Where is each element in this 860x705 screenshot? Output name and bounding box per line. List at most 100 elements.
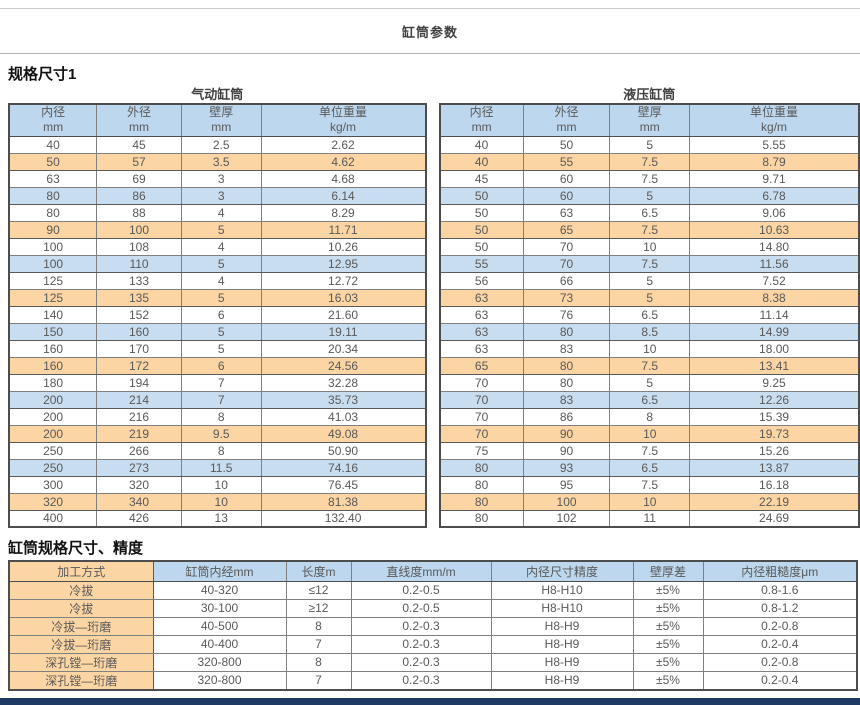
table-cell: 0.2-0.5 — [350, 598, 492, 618]
table-cell: 15.39 — [689, 407, 860, 426]
table-cell: 0.2-0.4 — [702, 634, 858, 654]
table-cell: 32.28 — [260, 373, 427, 392]
table-cell: 5 — [609, 288, 691, 307]
table-cell: 63 — [439, 305, 524, 324]
table-cell: 69 — [96, 169, 182, 188]
table-cell: 8 — [180, 407, 262, 426]
table-cell: 90 — [522, 424, 611, 443]
table-cell: 55 — [522, 152, 611, 171]
precision-table-wrap: 加工方式 缸筒内经mm 长度m 直线度mm/m 内径尺寸精度 壁厚差 内径粗糙度μm 冷拔 40… — [8, 560, 860, 691]
table-cell: 0.8-1.6 — [702, 580, 858, 600]
table-cell: 200 — [8, 424, 98, 443]
table-cell: 0.8-1.2 — [702, 598, 858, 618]
table-cell: 80 — [439, 475, 524, 494]
table-row: 70 80 5 9.25 — [439, 373, 860, 392]
table-row: 56 66 5 7.52 — [439, 271, 860, 290]
table-cell: 50 — [439, 203, 524, 222]
table-row: 40 45 2.5 2.62 — [8, 135, 427, 154]
table-cell: 90 — [522, 441, 611, 460]
table-cell: 70 — [522, 237, 611, 256]
table-cell: 63 — [439, 322, 524, 341]
column-header: 外径 mm — [522, 103, 611, 137]
table-cell: 300 — [8, 475, 98, 494]
table-cell: H8-H10 — [490, 580, 634, 600]
table-cell: 0.2-0.3 — [350, 670, 492, 690]
table-row: 200 219 9.5 49.08 — [8, 424, 427, 443]
table-cell: 7 — [285, 670, 352, 690]
hydraulic-table-caption: 液压缸筒 — [623, 87, 676, 102]
table-cell: 13 — [180, 509, 262, 528]
table-cell: 86 — [522, 407, 611, 426]
table-row: 50 60 5 6.78 — [439, 186, 860, 205]
table-cell: 180 — [8, 373, 98, 392]
table-cell: 63 — [522, 203, 611, 222]
column-header: 缸筒内经mm — [152, 560, 287, 582]
table-cell: 0.2-0.8 — [702, 616, 858, 636]
table-row: 50 70 10 14.80 — [439, 237, 860, 256]
table-cell: 40-400 — [152, 634, 287, 654]
table-cell: ±5% — [632, 616, 704, 636]
table-cell: 8 — [285, 652, 352, 672]
header-row: 加工方式 缸筒内经mm 长度m 直线度mm/m 内径尺寸精度 壁厚差 内径粗糙度μm — [8, 560, 858, 582]
title-divider — [0, 53, 860, 54]
table-cell: 135 — [96, 288, 182, 307]
table-cell: 73 — [522, 288, 611, 307]
table-cell: 12.95 — [260, 254, 427, 273]
table-cell: 6.5 — [609, 458, 691, 477]
table-cell: 4 — [180, 271, 262, 290]
table-cell: 66 — [522, 271, 611, 290]
table-cell: 5 — [180, 339, 262, 358]
table-cell: 5 — [609, 271, 691, 290]
table-row: 50 63 6.5 9.06 — [439, 203, 860, 222]
table-cell: 深孔镗—珩磨 — [8, 652, 154, 672]
table-cell: 426 — [96, 509, 182, 528]
table-cell: 6.14 — [260, 186, 427, 205]
column-header: 壁厚 mm — [609, 103, 691, 137]
table-cell: 160 — [8, 356, 98, 375]
table-cell: 7.5 — [609, 356, 691, 375]
header-row: 内径 mm 外径 mm 壁厚 mm 单位重量 kg/m — [8, 103, 427, 137]
table-cell: 45 — [439, 169, 524, 188]
table-row: 冷拔 40-320 ≤12 0.2-0.5 H8-H10 ±5% 0.8-1.6 — [8, 580, 858, 600]
table-cell: 7.5 — [609, 441, 691, 460]
table-row: 63 76 6.5 11.14 — [439, 305, 860, 324]
header-row: 内径 mm 外径 mm 壁厚 mm 单位重量 kg/m — [439, 103, 860, 137]
table-cell: 90 — [8, 220, 98, 239]
table-row: 冷拔—珩磨 40-500 8 0.2-0.3 H8-H9 ±5% 0.2-0.8 — [8, 616, 858, 636]
table-cell: 320 — [96, 475, 182, 494]
table-cell: 10 — [609, 237, 691, 256]
table-cell: 8.5 — [609, 322, 691, 341]
table-cell: 3 — [180, 186, 262, 205]
table-cell: 5 — [180, 254, 262, 273]
table-cell: 0.2-0.5 — [350, 580, 492, 600]
table-cell: 12.72 — [260, 271, 427, 290]
column-header: 内径粗糙度μm — [702, 560, 858, 582]
column-header: 单位重量 kg/m — [260, 103, 427, 137]
table-cell: 88 — [96, 203, 182, 222]
column-header: 外径 mm — [96, 103, 182, 137]
table-cell: 100 — [522, 492, 611, 511]
top-divider — [0, 8, 860, 9]
table-cell: 320-800 — [152, 652, 287, 672]
table-cell: 0.2-0.8 — [702, 652, 858, 672]
table-row: 125 135 5 16.03 — [8, 288, 427, 307]
table-cell: 8 — [180, 441, 262, 460]
table-cell: 8 — [609, 407, 691, 426]
column-header: 加工方式 — [8, 560, 154, 582]
table-cell: 63 — [439, 339, 524, 358]
table-cell: 10.63 — [689, 220, 860, 239]
table-cell: 7 — [285, 634, 352, 654]
table-cell: 132.40 — [260, 509, 427, 528]
pneumatic-table-caption: 气动缸筒 — [191, 87, 244, 102]
table-cell: 63 — [8, 169, 98, 188]
table-cell: 50 — [439, 220, 524, 239]
table-cell: 8 — [285, 616, 352, 636]
table-cell: H8-H9 — [490, 634, 634, 654]
table-row: 冷拔 30-100 ≥12 0.2-0.5 H8-H10 ±5% 0.8-1.2 — [8, 598, 858, 618]
table-row: 80 102 11 24.69 — [439, 509, 860, 528]
table-cell: 80 — [522, 322, 611, 341]
table-cell: 0.2-0.4 — [702, 670, 858, 690]
table-cell: 8.79 — [689, 152, 860, 171]
table-cell: 140 — [8, 305, 98, 324]
table-cell: 160 — [96, 322, 182, 341]
